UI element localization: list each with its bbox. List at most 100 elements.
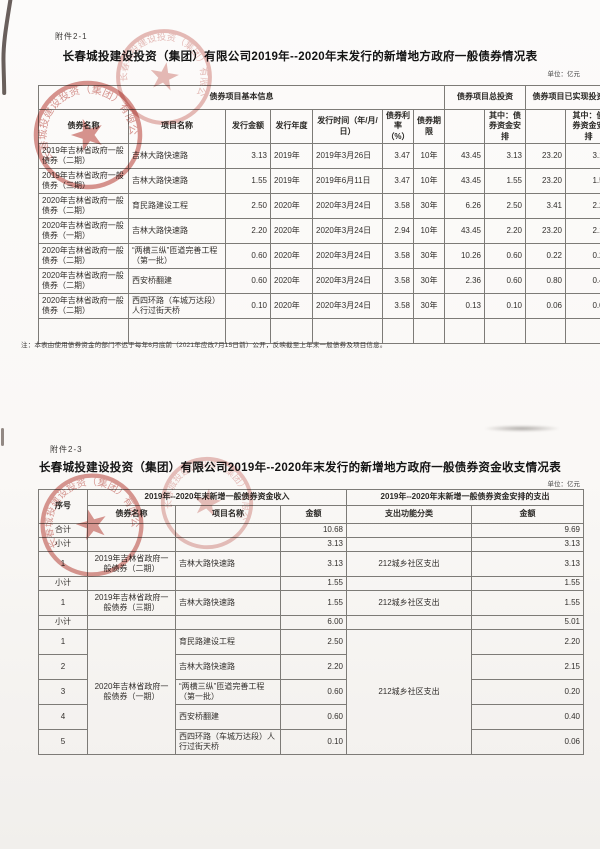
expense-class-cell: 212城乡社区支出 <box>346 629 472 755</box>
issue-year-cell <box>270 318 313 345</box>
total-bond-funds-cell: 0.60 <box>484 243 527 270</box>
bond-term-cell <box>412 318 446 345</box>
expense-amount-cell: 2.15 <box>470 654 585 680</box>
issue-amount-cell: 0.60 <box>225 243 271 270</box>
bond-table-row: 2019年吉林省政府一般债券（二期） 吉林大路快速路 3.13 2019年 2019年3… <box>38 143 600 170</box>
issue-date-cell: 2020年3月24日 <box>312 243 383 270</box>
bond-table-row: 2020年吉林省政府一般债券（一期） 吉林大路快速路 2.20 2020年 2020年3… <box>38 218 600 245</box>
column-header-total-blank <box>444 108 486 145</box>
income-amount-cell: 1.55 <box>280 576 347 591</box>
group-header-income: 2019年--2020年末新增一般债券资金收入 <box>87 489 347 506</box>
seq-cell: 小计 <box>38 537 88 552</box>
group-header-basic-info: 债券项目基本信息 <box>37 85 446 110</box>
issue-date-cell: 2020年3月24日 <box>312 193 383 220</box>
column-header-income-amount: 金额 <box>280 505 347 524</box>
bond-overview-table: 债券项目基本信息 债券项目总投资 债券项目已实现投资 备注 债券名称 项目名称 … <box>37 85 600 345</box>
issue-date-cell: 2019年3月26日 <box>312 143 383 170</box>
issue-year-cell: 2020年 <box>270 268 313 295</box>
bond-term-cell: 30年 <box>412 243 446 270</box>
total-investment-cell: 10.26 <box>444 243 486 270</box>
table1-unit-label: 单位：亿元 <box>547 71 581 78</box>
issue-date-cell: 2020年3月24日 <box>312 268 383 295</box>
issue-year-cell: 2019年 <box>270 143 313 170</box>
bond-name-cell <box>87 523 176 538</box>
subtotal-row: 小计 1.55 1.55 <box>38 576 585 591</box>
bond-name-cell: 2020年吉林省政府一般债券（二期） <box>38 293 129 320</box>
total-investment-cell <box>444 318 486 345</box>
bond-name-cell: 2020年吉林省政府一般债券（一期） <box>38 218 129 245</box>
scan-artifact-smudge <box>468 424 576 433</box>
expense-amount-cell: 1.55 <box>470 590 585 616</box>
subtotal-row: 小计 3.13 3.13 <box>38 537 585 552</box>
income-amount-cell: 0.60 <box>280 704 347 730</box>
project-name-cell <box>128 318 226 345</box>
income-amount-cell: 6.00 <box>280 615 347 630</box>
table1-title: 长春城投建设投资（集团）有限公司2019年--2020年末发行的新增地方政府一般… <box>62 51 538 63</box>
table1-group-header-row: 债券项目基本信息 债券项目总投资 债券项目已实现投资 备注 <box>37 85 600 110</box>
column-header-issue-year: 发行年度 <box>270 108 313 145</box>
income-amount-cell: 0.60 <box>280 679 347 705</box>
funds-table-row: 3 “两横三纵”匝道完善工程（第一批） 0.60 0.20 <box>38 679 585 705</box>
total-investment-cell: 43.45 <box>444 168 486 195</box>
project-name-cell: 西安桥翻建 <box>175 704 281 730</box>
column-header-issue-date: 发行时间（年/月/日） <box>312 108 383 145</box>
bond-name-cell <box>87 615 176 630</box>
issue-amount-cell: 3.13 <box>225 143 271 170</box>
expense-class-cell <box>346 576 472 591</box>
bond-name-cell: 2020年吉林省政府一般债券（二期） <box>38 243 129 270</box>
income-amount-cell: 3.13 <box>280 551 347 577</box>
project-name-cell: 西安桥翻建 <box>128 268 226 295</box>
seq-cell: 4 <box>38 704 88 730</box>
realized-investment-cell: 23.20 <box>525 168 567 195</box>
issue-year-cell: 2020年 <box>270 243 313 270</box>
realized-investment-cell: 0.06 <box>525 293 567 320</box>
bond-term-cell: 10年 <box>412 143 446 170</box>
column-header-interest-rate: 债券利率（%） <box>382 108 414 145</box>
project-name-cell: 育民路建设工程 <box>175 629 281 655</box>
expense-class-cell <box>346 615 472 630</box>
bond-table-row: 2019年吉林省政府一般债券（三期） 吉林大路快速路 1.55 2019年 2019年6… <box>38 168 600 195</box>
total-investment-cell: 0.13 <box>444 293 486 320</box>
realized-bond-funds-cell: 2.15 <box>565 218 600 245</box>
issue-date-cell: 2020年3月24日 <box>312 293 383 320</box>
project-name-cell: “两横三纵”匝道完善工程（第一批） <box>175 679 281 705</box>
expense-amount-cell: 1.55 <box>470 576 585 591</box>
bond-name-cell: 2019年吉林省政府一般债券（二期） <box>87 551 176 577</box>
bond-term-cell: 30年 <box>412 193 446 220</box>
realized-bond-funds-cell: 0.40 <box>565 268 600 295</box>
bond-term-cell: 10年 <box>412 168 446 195</box>
realized-investment-cell <box>525 318 567 345</box>
funds-table-row: 1 2020年吉林省政府一般债券（一期） 育民路建设工程 2.50 212城乡社区支出 2… <box>38 629 585 755</box>
total-bond-funds-cell: 1.55 <box>484 168 527 195</box>
bond-name-cell: 2020年吉林省政府一般债券（二期） <box>38 193 129 220</box>
bond-term-cell: 10年 <box>412 218 446 245</box>
seq-cell: 1 <box>38 590 88 616</box>
funds-table-row: 1 2019年吉林省政府一般债券（二期） 吉林大路快速路 3.13 212城乡社区支出 3… <box>38 551 585 577</box>
realized-investment-cell: 0.22 <box>525 243 567 270</box>
interest-rate-cell: 3.58 <box>382 243 414 270</box>
income-amount-cell: 2.50 <box>280 629 347 655</box>
total-investment-cell: 2.36 <box>444 268 486 295</box>
expense-amount-cell: 2.20 <box>470 629 585 655</box>
issue-amount-cell: 0.10 <box>225 293 271 320</box>
expense-amount-cell: 0.40 <box>470 704 585 730</box>
attachment-label-2: 附件2-3 <box>50 445 83 454</box>
column-header-project-name-2: 项目名称 <box>175 505 281 524</box>
realized-investment-cell: 0.80 <box>525 268 567 295</box>
column-header-issue-amount: 发行金额 <box>225 108 271 145</box>
column-header-total-bond-funds: 其中：债券资金安排 <box>484 108 527 145</box>
project-name-cell: 西四环路（车城万达段）人行过街天桥 <box>175 729 281 755</box>
total-bond-funds-cell: 3.13 <box>484 143 527 170</box>
issue-date-cell: 2020年3月24日 <box>312 218 383 245</box>
total-row: 合计 10.68 9.69 <box>38 523 585 538</box>
bond-table-row: 2020年吉林省政府一般债券（二期） 育民路建设工程 2.50 2020年 2020年3… <box>38 193 600 220</box>
project-name-cell: 吉林大路快速路 <box>128 143 226 170</box>
bond-table-row: 2020年吉林省政府一般债券（二期） “两横三纵”匝道完善工程（第一批） 0.60 2… <box>38 243 600 270</box>
issue-date-cell <box>312 318 383 345</box>
seq-cell: 2 <box>38 654 88 680</box>
bond-name-cell: 2020年吉林省政府一般债券（一期） <box>87 629 176 755</box>
interest-rate-cell: 3.58 <box>382 193 414 220</box>
funds-table-row: 5 西四环路（车城万达段）人行过街天桥 0.10 0.06 <box>38 729 585 755</box>
issue-amount-cell: 2.50 <box>225 193 271 220</box>
expense-amount-cell: 3.13 <box>470 537 585 552</box>
